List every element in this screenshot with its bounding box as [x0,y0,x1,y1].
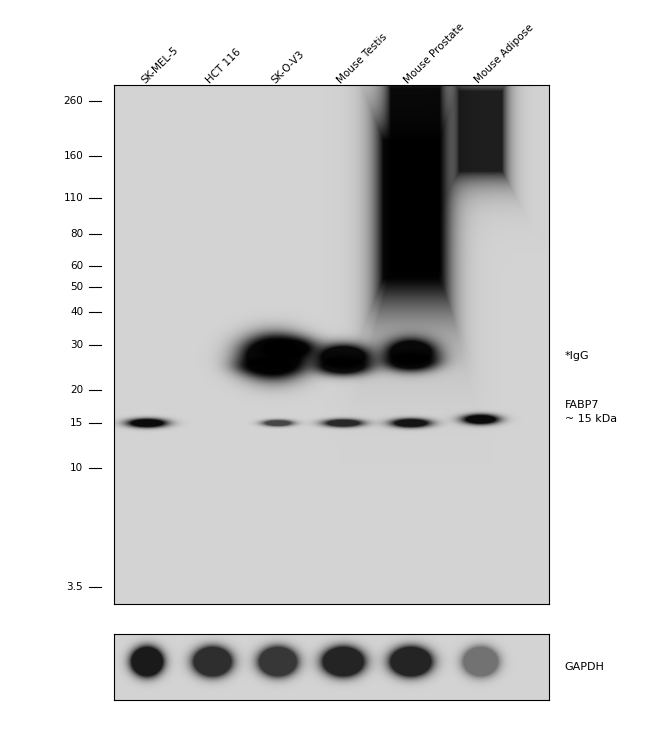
Text: 20: 20 [70,385,83,395]
Text: 50: 50 [70,282,83,292]
Text: FABP7
~ 15 kDa: FABP7 ~ 15 kDa [565,400,617,424]
Text: 160: 160 [64,151,83,161]
Text: Mouse Adipose: Mouse Adipose [473,23,535,85]
Text: 80: 80 [70,229,83,239]
Text: SK-MEL-5: SK-MEL-5 [139,44,180,85]
Text: 110: 110 [64,193,83,203]
Text: Mouse Testis: Mouse Testis [335,31,389,85]
Text: GAPDH: GAPDH [565,662,604,672]
Text: 60: 60 [70,262,83,271]
Text: 260: 260 [64,96,83,106]
Text: 10: 10 [70,463,83,473]
Text: 3.5: 3.5 [66,582,83,591]
Text: Mouse Prostate: Mouse Prostate [403,21,467,85]
Text: SK-O-V3: SK-O-V3 [270,49,307,85]
Text: HCT 116: HCT 116 [205,47,243,85]
Text: 40: 40 [70,308,83,317]
Text: 30: 30 [70,339,83,350]
Text: 15: 15 [70,418,83,428]
Text: *IgG: *IgG [565,351,590,362]
